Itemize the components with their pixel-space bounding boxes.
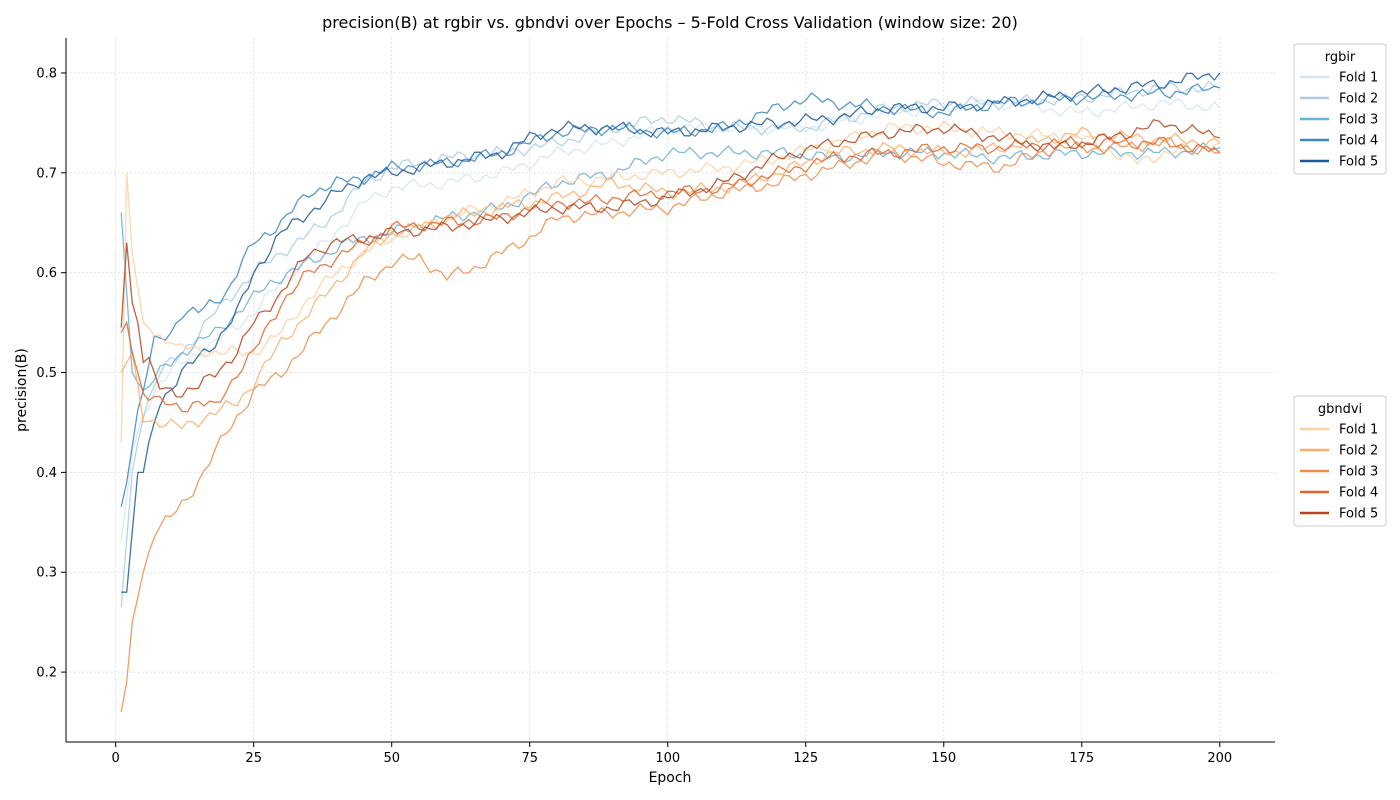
y-tick-label: 0.5 (36, 366, 57, 381)
legend-rgbir-entries: Fold 1 Fold 2 Fold 3 Fold 4 Fold 5 (1300, 71, 1378, 170)
series-line-gbndvi-fold-3 (120, 136, 1220, 713)
legend-label: Fold 4 (1339, 486, 1378, 501)
series-line-rgbir-fold-3 (120, 141, 1220, 392)
x-ticks: 0 25 50 75 100 125 150 175 200 (112, 742, 1232, 766)
legend-label: Fold 1 (1339, 423, 1378, 438)
x-tick-label: 125 (793, 751, 818, 766)
x-axis-label: Epoch (649, 770, 692, 786)
legend-label: Fold 5 (1339, 155, 1378, 170)
y-tick-label: 0.6 (36, 266, 57, 281)
series-line-rgbir-fold-2 (120, 80, 1221, 608)
y-tick-label: 0.3 (36, 566, 57, 581)
chart-title: precision(B) at rgbir vs. gbndvi over Ep… (322, 13, 1018, 32)
legend-label: Fold 2 (1339, 92, 1378, 107)
legend-gbndvi-title: gbndvi (1318, 402, 1362, 417)
legend-gbndvi-entries: Fold 1 Fold 2 Fold 3 Fold 4 Fold 5 (1300, 423, 1378, 522)
legend-label: Fold 5 (1339, 507, 1378, 522)
legend-label: Fold 3 (1339, 113, 1378, 128)
series-line-rgbir-fold-4 (120, 83, 1220, 507)
x-tick-label: 50 (383, 751, 400, 766)
y-axis-label: precision(B) (14, 348, 30, 432)
legend-rgbir-title: rgbir (1325, 50, 1356, 65)
x-tick-label: 100 (655, 751, 680, 766)
x-tick-label: 25 (245, 751, 262, 766)
x-tick-label: 175 (1069, 751, 1094, 766)
series-line-gbndvi-fold-2 (120, 126, 1221, 430)
axes (65, 38, 1275, 743)
y-tick-label: 0.4 (36, 466, 57, 481)
x-tick-label: 200 (1207, 751, 1232, 766)
x-tick-label: 0 (112, 751, 120, 766)
legend-rgbir: rgbir Fold 1 Fold 2 Fold 3 Fold 4 Fold 5 (1293, 43, 1387, 175)
y-tick-label: 0.8 (36, 66, 57, 81)
legend-label: Fold 4 (1339, 134, 1378, 149)
series-line-gbndvi-fold-5 (120, 119, 1220, 398)
y-tick-label: 0.7 (36, 166, 57, 181)
y-ticks: 0.2 0.3 0.4 0.5 0.6 0.7 0.8 (36, 66, 66, 681)
legend-label: Fold 2 (1339, 444, 1378, 459)
legend-label: Fold 3 (1339, 465, 1378, 480)
legend-gbndvi: gbndvi Fold 1 Fold 2 Fold 3 Fold 4 Fold 5 (1293, 395, 1387, 527)
x-tick-label: 150 (931, 751, 956, 766)
series-line-gbndvi-fold-1 (120, 120, 1221, 443)
series-line-gbndvi-fold-4 (120, 135, 1221, 413)
legend-label: Fold 1 (1339, 71, 1378, 86)
series-layer (120, 72, 1221, 713)
x-tick-label: 75 (521, 751, 538, 766)
grid (66, 38, 1275, 742)
series-line-rgbir-fold-5 (121, 72, 1221, 593)
y-tick-label: 0.2 (36, 666, 57, 681)
